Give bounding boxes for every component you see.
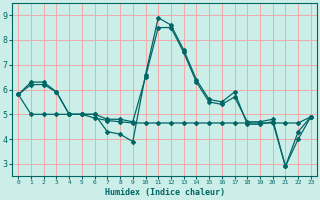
X-axis label: Humidex (Indice chaleur): Humidex (Indice chaleur) <box>105 188 225 197</box>
